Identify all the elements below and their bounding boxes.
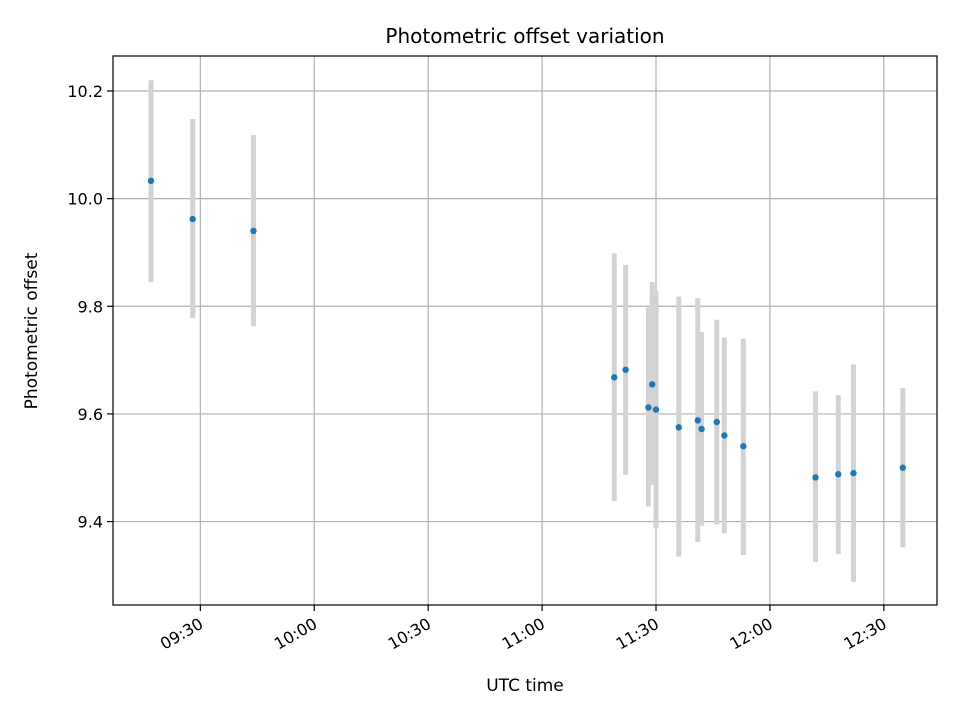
y-axis-title: Photometric offset <box>22 252 42 409</box>
data-point <box>812 474 819 481</box>
data-point <box>698 425 705 433</box>
data-point <box>645 404 652 411</box>
data-point <box>649 381 656 388</box>
data-point <box>721 432 728 439</box>
data-point <box>611 374 618 381</box>
data-point <box>622 366 629 373</box>
data-point <box>899 464 907 471</box>
y-tick-label: 9.8 <box>78 297 103 316</box>
y-tick-label: 9.6 <box>78 405 103 424</box>
data-point <box>652 406 660 413</box>
y-tick-label: 10.2 <box>67 82 103 101</box>
data-point <box>835 471 842 478</box>
data-point <box>713 418 720 426</box>
y-tick-label: 10.0 <box>67 190 103 209</box>
y-axis-ticks: 9.4 9.6 9.8 10.0 10.2 <box>67 82 113 532</box>
data-point <box>250 227 257 235</box>
data-point <box>189 215 196 223</box>
x-axis-title: UTC time <box>486 676 564 696</box>
data-point <box>740 443 747 450</box>
plot-frame <box>112 55 938 606</box>
data-point <box>675 424 682 431</box>
data-point <box>850 469 857 477</box>
data-point <box>694 417 701 424</box>
data-points <box>147 177 907 481</box>
chart-title: Photometric offset variation <box>385 24 664 48</box>
data-point <box>147 177 155 185</box>
y-tick-label: 9.4 <box>78 513 103 532</box>
